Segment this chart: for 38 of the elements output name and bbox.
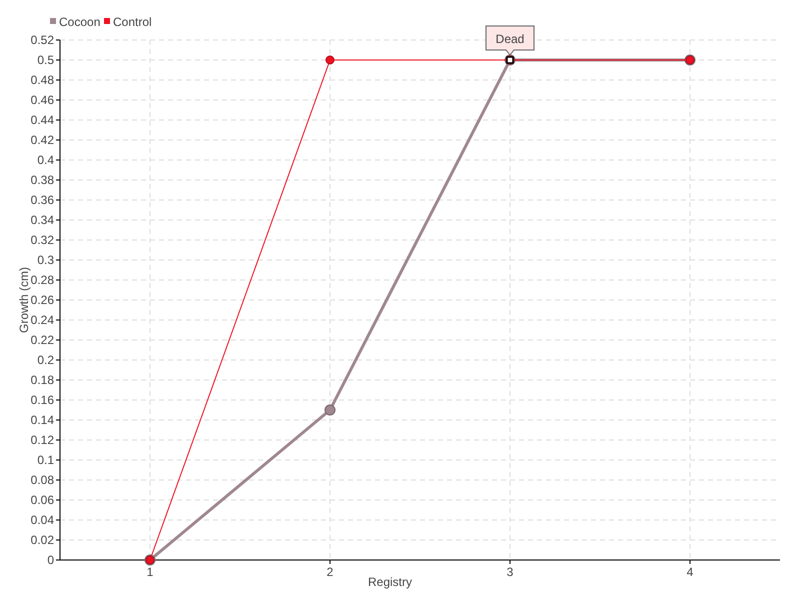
y-tick-label: 0.24 bbox=[30, 313, 54, 328]
y-tick-label: 0.22 bbox=[30, 333, 54, 348]
y-tick-label: 0.18 bbox=[30, 373, 54, 388]
y-tick-label: 0.14 bbox=[30, 413, 54, 428]
x-tick-label: 3 bbox=[506, 565, 514, 579]
y-tick-label: 0.02 bbox=[30, 533, 54, 548]
y-tick-label: 0.08 bbox=[30, 473, 54, 488]
y-tick-label: 0.42 bbox=[30, 133, 54, 148]
y-tick-label: 0.34 bbox=[30, 213, 54, 228]
y-tick-label: 0.44 bbox=[30, 113, 54, 128]
y-tick-label: 0.06 bbox=[30, 493, 54, 508]
y-tick-label: 0 bbox=[47, 553, 54, 568]
y-tick-label: 0.16 bbox=[30, 393, 54, 408]
y-tick-label: 0.1 bbox=[37, 453, 54, 468]
x-tick-label: 1 bbox=[146, 565, 154, 579]
x-tick-label: 4 bbox=[686, 565, 694, 579]
x-axis-title: Registry bbox=[368, 575, 412, 589]
y-tick-label: 0.38 bbox=[30, 173, 54, 188]
y-tick-label: 0.5 bbox=[37, 53, 54, 68]
y-axis-title: Growth (cm) bbox=[17, 266, 31, 333]
y-tick-label: 0.12 bbox=[30, 433, 54, 448]
x-tick-label: 2 bbox=[326, 565, 334, 579]
y-tick-label: 0.48 bbox=[30, 73, 54, 88]
y-tick-label: 0.04 bbox=[30, 513, 54, 528]
y-tick-label: 0.46 bbox=[30, 93, 54, 108]
y-tick-label: 0.52 bbox=[30, 33, 54, 48]
point bbox=[326, 56, 334, 64]
point bbox=[324, 404, 336, 416]
y-tick-label: 0.2 bbox=[37, 353, 54, 368]
y-tick-label: 0.36 bbox=[30, 193, 54, 208]
y-tick-label: 0.28 bbox=[30, 273, 54, 288]
y-tick-label: 0.32 bbox=[30, 233, 54, 248]
legend-label: Cocoon bbox=[59, 15, 100, 30]
legend-label: Control bbox=[113, 15, 152, 30]
y-tick-label: 0.4 bbox=[37, 153, 54, 168]
annotation: Dead bbox=[496, 32, 524, 46]
y-tick-label: 0.3 bbox=[37, 253, 54, 268]
y-tick-label: 0.26 bbox=[30, 293, 54, 308]
